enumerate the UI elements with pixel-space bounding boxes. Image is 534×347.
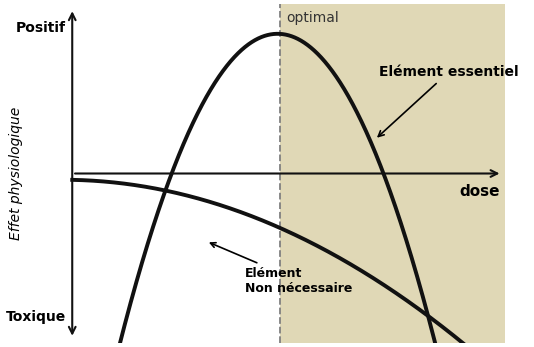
Text: Elément
Non nécessaire: Elément Non nécessaire	[210, 243, 352, 295]
Text: Elément essentiel: Elément essentiel	[378, 65, 519, 136]
Text: dose: dose	[460, 184, 500, 199]
Text: Toxique: Toxique	[5, 310, 66, 324]
Text: optimal: optimal	[286, 10, 339, 25]
Bar	[280, 4, 505, 343]
Text: Effet physiologique: Effet physiologique	[9, 107, 23, 240]
Text: Positif: Positif	[15, 21, 66, 35]
